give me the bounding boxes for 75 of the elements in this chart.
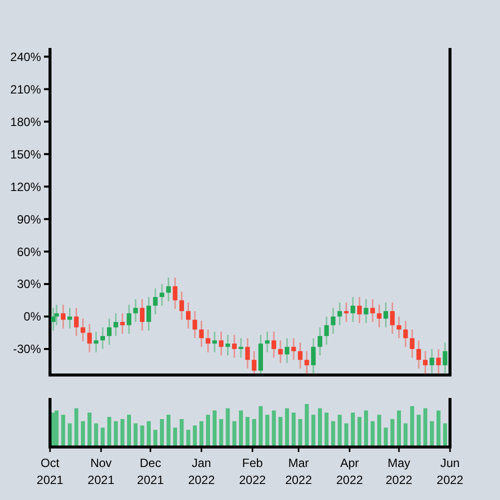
x-tick-label: Mar 2022: [285, 456, 312, 487]
x-tick-label: Dec 2021: [137, 456, 164, 487]
bar: [88, 412, 92, 447]
bar: [423, 408, 428, 447]
bar: [430, 421, 434, 447]
y-tick-label: 90%: [16, 212, 42, 226]
bar: [258, 406, 263, 447]
y-tick-label: 60%: [16, 244, 42, 259]
bar: [416, 414, 421, 447]
bar: [127, 414, 131, 447]
bar: [80, 421, 85, 447]
bar: [390, 419, 394, 447]
bar: [134, 423, 138, 447]
bar: [436, 410, 440, 447]
bar: [100, 428, 105, 447]
bar: [338, 414, 342, 447]
bar: [206, 414, 210, 447]
x-tick-label: Jan 2022: [188, 456, 216, 487]
y-tick-label: 30%: [16, 277, 42, 292]
bar: [384, 428, 388, 447]
bar: [54, 410, 59, 447]
bar: [324, 412, 329, 447]
bar: [357, 416, 362, 447]
bar: [192, 426, 197, 447]
x-tick-label: Feb 2022: [239, 456, 266, 487]
x-tick-label: Nov 2021: [88, 456, 115, 487]
bar: [160, 419, 164, 447]
y-tick-label: 210%: [10, 82, 42, 96]
bar: [180, 419, 184, 447]
y-tick-label: 150%: [10, 147, 42, 162]
bar: [219, 419, 224, 447]
bar: [265, 414, 270, 447]
bar: [285, 408, 290, 447]
bar: [396, 410, 401, 447]
bar: [140, 426, 144, 447]
bar: [278, 416, 282, 447]
bar: [120, 419, 124, 447]
bar: [166, 414, 170, 447]
y-tick-label: 0%: [24, 310, 42, 324]
y-tick-label: 240%: [10, 50, 42, 64]
bar: [74, 408, 78, 447]
bar: [443, 423, 448, 447]
bar: [377, 414, 382, 447]
bar: [292, 412, 296, 447]
bar: [226, 408, 230, 447]
bar: [318, 408, 322, 447]
bar: [238, 410, 243, 447]
y-tick-label: 180%: [10, 114, 42, 129]
x-tick-label: Jun 2022: [436, 456, 464, 487]
bar: [410, 406, 414, 447]
bar: [272, 410, 276, 447]
bar: [331, 421, 336, 447]
bar: [364, 410, 368, 447]
bar: [212, 410, 217, 447]
bar: [61, 414, 66, 447]
bar: [199, 421, 204, 447]
y-tick-label: -30%: [12, 342, 42, 356]
bar: [350, 412, 355, 447]
bar: [370, 421, 375, 447]
y-tick-label: 120%: [10, 180, 42, 194]
bar: [311, 414, 316, 447]
bar: [304, 404, 309, 447]
bar: [252, 419, 256, 447]
bar: [173, 428, 178, 447]
bar: [344, 423, 348, 447]
bar: [114, 421, 118, 447]
bar: [153, 430, 158, 447]
x-tick-label: Apr 2022: [336, 456, 364, 487]
x-tick-label: May 2022: [386, 456, 413, 487]
bar: [246, 416, 250, 447]
bar: [404, 423, 408, 447]
x-tick-label: Oct 2021: [36, 456, 64, 487]
bar: [232, 421, 236, 447]
bar: [298, 419, 302, 447]
bar: [94, 423, 98, 447]
